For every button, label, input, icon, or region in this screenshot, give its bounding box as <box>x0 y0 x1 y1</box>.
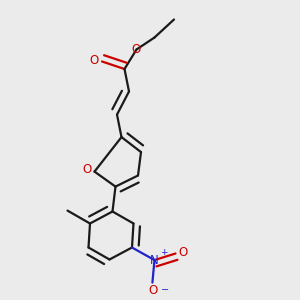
Text: O: O <box>82 163 91 176</box>
Text: O: O <box>148 284 158 298</box>
Text: −: − <box>161 285 169 295</box>
Text: O: O <box>132 43 141 56</box>
Text: O: O <box>90 53 99 67</box>
Text: N: N <box>150 254 159 267</box>
Text: O: O <box>178 245 188 259</box>
Text: +: + <box>160 248 167 257</box>
